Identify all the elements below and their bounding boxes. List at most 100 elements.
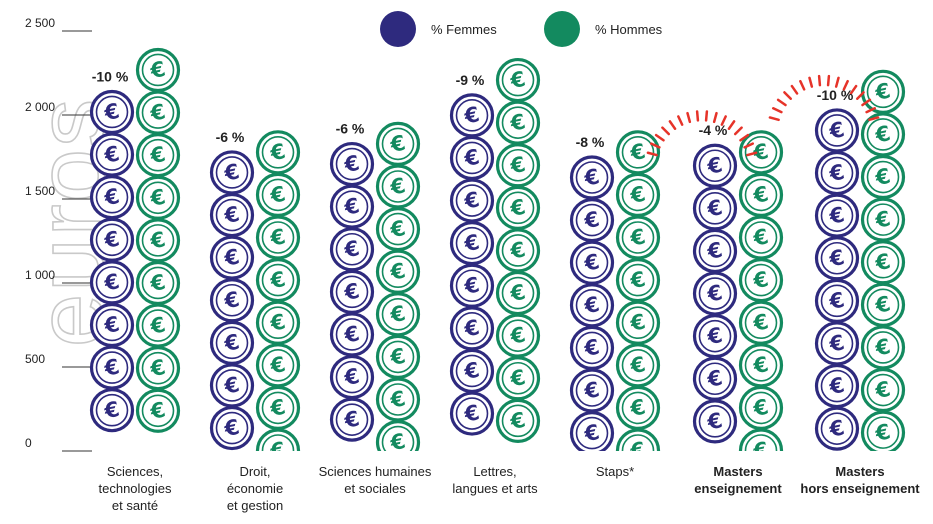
legend-swatch bbox=[544, 11, 580, 47]
euro-coin: € bbox=[495, 100, 541, 145]
euro-coin: € bbox=[692, 356, 738, 401]
euro-icon: € bbox=[507, 408, 527, 435]
euro-icon: € bbox=[872, 79, 892, 106]
euro-coin: € bbox=[449, 391, 495, 436]
euro-coin: € bbox=[495, 313, 541, 358]
euro-icon: € bbox=[750, 437, 770, 464]
y-tick-label: 1 000 bbox=[25, 268, 55, 282]
category-label: Staps* bbox=[596, 464, 634, 479]
euro-icon: € bbox=[387, 258, 407, 285]
euro-coin: € bbox=[255, 130, 301, 175]
euro-coin: € bbox=[569, 198, 615, 243]
bar-femmes: € € € € € € € € bbox=[89, 89, 135, 433]
euro-coin: € bbox=[495, 270, 541, 316]
euro-icon: € bbox=[341, 321, 361, 348]
euro-coin: € bbox=[135, 47, 181, 93]
euro-icon: € bbox=[147, 398, 167, 425]
euro-coin: € bbox=[135, 388, 181, 433]
category-label-line: Lettres, bbox=[473, 464, 516, 479]
euro-coin: € bbox=[495, 228, 541, 273]
bar-hommes: € € € € € € € € bbox=[738, 130, 784, 464]
category-label-line: Staps* bbox=[596, 464, 634, 479]
category-label-line: et gestion bbox=[227, 498, 283, 513]
category-label-line: Droit, bbox=[239, 464, 270, 479]
euro-coin: € bbox=[814, 193, 860, 238]
euro-coin: € bbox=[495, 143, 541, 188]
euro-icon: € bbox=[750, 309, 770, 336]
euro-coin: € bbox=[375, 334, 421, 379]
euro-coin: € bbox=[135, 303, 181, 348]
euro-coin: € bbox=[255, 258, 301, 303]
euro-icon: € bbox=[627, 267, 647, 294]
y-tick-label: 1 500 bbox=[25, 184, 55, 198]
category-label-line: langues et arts bbox=[452, 481, 538, 496]
legend-label: % Hommes bbox=[595, 22, 663, 37]
bar-hommes: € € € € € € € € € bbox=[135, 47, 181, 433]
euro-coin: € bbox=[738, 130, 784, 175]
euro-icon: € bbox=[341, 279, 361, 306]
euro-coin: € bbox=[255, 300, 301, 345]
euro-coin: € bbox=[209, 278, 255, 323]
euro-icon: € bbox=[461, 230, 481, 257]
euro-icon: € bbox=[221, 330, 241, 357]
euro-icon: € bbox=[581, 335, 601, 362]
legend-swatch bbox=[380, 11, 416, 47]
euro-coin: € bbox=[375, 292, 421, 337]
euro-icon: € bbox=[101, 354, 121, 381]
euro-icon: € bbox=[704, 152, 724, 179]
euro-coin: € bbox=[569, 155, 615, 200]
euro-icon: € bbox=[461, 358, 481, 385]
euro-coin: € bbox=[738, 428, 784, 464]
euro-icon: € bbox=[221, 415, 241, 442]
euro-coin: € bbox=[569, 240, 615, 285]
euro-icon: € bbox=[750, 352, 770, 379]
gap-label: -10 % bbox=[92, 68, 129, 84]
euro-icon: € bbox=[581, 207, 601, 234]
euro-icon: € bbox=[341, 193, 361, 220]
euro-icon: € bbox=[461, 102, 481, 129]
gap-label: -8 % bbox=[576, 134, 605, 150]
bar-femmes: € € € € € € € € bbox=[449, 93, 495, 436]
euro-icon: € bbox=[627, 309, 647, 336]
euro-coin: € bbox=[375, 249, 421, 294]
euro-coin: € bbox=[860, 112, 906, 157]
category-label-line: Sciences humaines bbox=[319, 464, 432, 479]
y-tick-label: 0 bbox=[25, 436, 32, 450]
euro-coin: € bbox=[692, 314, 738, 359]
euro-coin: € bbox=[209, 320, 255, 365]
euro-icon: € bbox=[581, 377, 601, 404]
euro-icon: € bbox=[750, 395, 770, 422]
euro-icon: € bbox=[147, 312, 167, 339]
euro-icon: € bbox=[341, 151, 361, 178]
euro-icon: € bbox=[267, 437, 287, 464]
euro-coin: € bbox=[615, 428, 661, 451]
gap-label: -6 % bbox=[336, 121, 365, 137]
euro-icon: € bbox=[101, 269, 121, 296]
euro-coin: € bbox=[495, 398, 541, 443]
euro-coin: € bbox=[329, 141, 375, 187]
euro-coin: € bbox=[692, 271, 738, 316]
euro-coin: € bbox=[615, 300, 661, 345]
euro-coin: € bbox=[615, 385, 661, 430]
euro-coin: € bbox=[449, 93, 495, 138]
euro-icon: € bbox=[704, 323, 724, 350]
euro-coin: € bbox=[209, 192, 255, 238]
gap-label: -6 % bbox=[216, 129, 245, 145]
category-label-line: technologies bbox=[99, 481, 172, 496]
category-label-line: enseignement bbox=[694, 481, 782, 496]
euro-icon: € bbox=[826, 160, 846, 187]
euro-coin: € bbox=[569, 368, 615, 413]
category-label-line: et sociales bbox=[344, 481, 406, 496]
euro-coin: € bbox=[814, 406, 860, 451]
legend-label: % Femmes bbox=[431, 22, 497, 37]
euro-icon: € bbox=[872, 334, 892, 361]
bar-hommes: € € € € € € € € bbox=[375, 121, 421, 451]
euro-icon: € bbox=[147, 185, 167, 212]
euro-icon: € bbox=[461, 315, 481, 342]
euro-icon: € bbox=[341, 406, 361, 433]
euro-coin: € bbox=[375, 207, 421, 252]
euro-coin: € bbox=[135, 133, 181, 178]
euro-coin: € bbox=[449, 348, 495, 394]
euro-coin: € bbox=[860, 240, 906, 285]
category-label: Sciences, technologies et santé bbox=[99, 464, 172, 513]
